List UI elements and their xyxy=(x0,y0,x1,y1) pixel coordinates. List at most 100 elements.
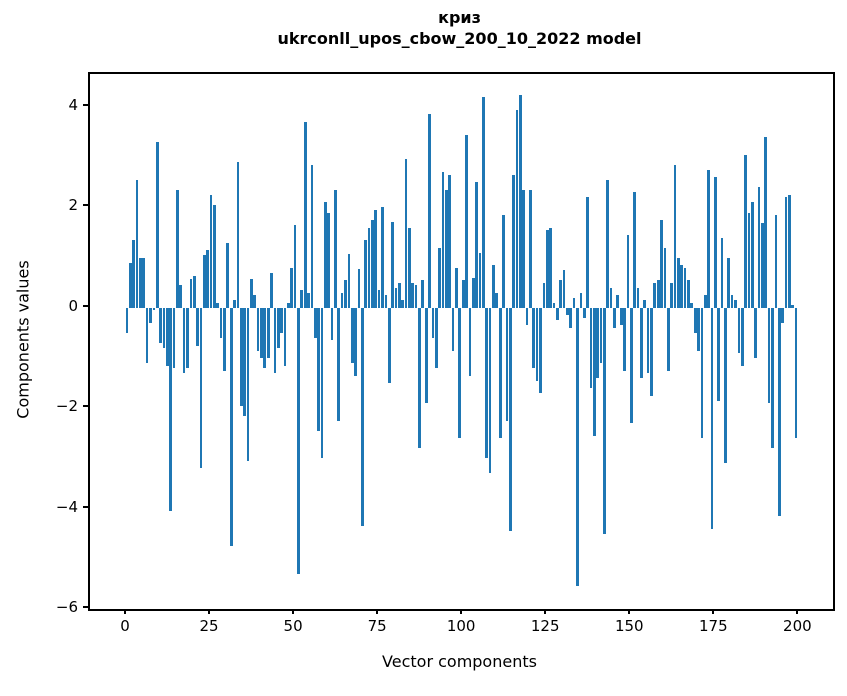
y-tick-label: −2 xyxy=(55,397,78,416)
bar xyxy=(357,269,361,308)
bar xyxy=(636,287,640,308)
bar xyxy=(455,267,458,308)
bar xyxy=(431,307,435,338)
bar xyxy=(172,307,176,369)
bar xyxy=(468,307,472,376)
x-tick-label: 25 xyxy=(199,617,219,635)
bar xyxy=(707,169,710,308)
x-tick-label: 50 xyxy=(283,617,303,635)
y-tick xyxy=(83,304,88,307)
bar xyxy=(683,267,687,308)
bar xyxy=(145,307,149,364)
bar xyxy=(337,307,341,421)
x-tick xyxy=(544,609,547,614)
bar xyxy=(317,307,320,431)
bar xyxy=(313,307,317,338)
bar xyxy=(626,235,630,308)
bar xyxy=(293,225,297,308)
bar xyxy=(670,282,673,308)
bar xyxy=(223,307,226,371)
bar xyxy=(350,307,354,364)
bar xyxy=(697,307,700,351)
bar xyxy=(381,207,384,308)
x-axis-label: Vector components xyxy=(382,652,537,671)
x-tick xyxy=(292,609,295,614)
bar xyxy=(740,307,744,366)
bar xyxy=(495,292,499,308)
bar xyxy=(266,307,270,359)
x-tick-label: 0 xyxy=(120,617,130,635)
bar xyxy=(579,292,583,308)
bar xyxy=(135,179,139,308)
bar xyxy=(323,202,327,308)
x-tick-label: 100 xyxy=(446,617,476,635)
bar xyxy=(505,307,509,421)
bar xyxy=(498,307,502,439)
bar xyxy=(794,307,798,439)
bar xyxy=(730,295,734,308)
bar xyxy=(219,307,223,338)
bar xyxy=(777,307,781,517)
bar xyxy=(397,282,401,308)
bar xyxy=(226,242,230,308)
y-tick-label: 4 xyxy=(68,96,78,115)
x-tick-label: 200 xyxy=(783,617,812,635)
y-tick-label: −6 xyxy=(55,598,78,616)
bar xyxy=(757,187,761,308)
bar xyxy=(364,240,368,308)
bar xyxy=(663,247,667,308)
bar xyxy=(236,162,240,308)
bar xyxy=(525,307,529,326)
bar xyxy=(747,212,751,308)
bar xyxy=(280,307,283,333)
bar xyxy=(179,285,183,308)
bar xyxy=(471,277,475,308)
bar xyxy=(616,295,620,308)
bar xyxy=(260,307,263,359)
bar xyxy=(411,282,415,308)
bar xyxy=(673,164,677,308)
bar xyxy=(374,210,378,308)
bar xyxy=(478,252,482,308)
bar xyxy=(724,307,727,464)
bar xyxy=(414,285,418,308)
bar xyxy=(761,222,764,308)
bar xyxy=(451,307,455,351)
chart-title-model: ukrconll_upos_cbow_200_10_2022 model xyxy=(277,29,642,48)
bar xyxy=(465,134,468,308)
x-tick xyxy=(796,609,799,614)
x-tick-label: 125 xyxy=(530,617,560,635)
bar xyxy=(438,247,441,308)
bar xyxy=(555,307,559,321)
bar xyxy=(206,250,209,308)
bar xyxy=(196,307,199,346)
bar xyxy=(159,307,162,343)
bar xyxy=(781,307,784,323)
bar xyxy=(360,307,364,527)
bar xyxy=(256,307,260,351)
bar xyxy=(287,302,290,308)
bar xyxy=(371,220,374,308)
bar xyxy=(710,307,714,529)
bar xyxy=(142,257,146,308)
y-tick xyxy=(83,606,88,608)
bar xyxy=(592,307,596,436)
bar xyxy=(391,221,394,308)
bar xyxy=(596,307,599,379)
bar xyxy=(253,295,257,308)
bar xyxy=(169,307,173,512)
bar xyxy=(404,158,408,308)
bar xyxy=(539,307,542,394)
bar xyxy=(703,295,707,308)
bar xyxy=(690,302,694,308)
bar xyxy=(441,172,445,308)
bar xyxy=(522,189,526,308)
bar xyxy=(229,307,233,547)
bar xyxy=(572,297,576,308)
bar xyxy=(263,307,267,369)
x-tick xyxy=(460,609,463,614)
x-tick xyxy=(123,609,126,614)
bar xyxy=(529,189,532,308)
bar xyxy=(250,279,253,308)
